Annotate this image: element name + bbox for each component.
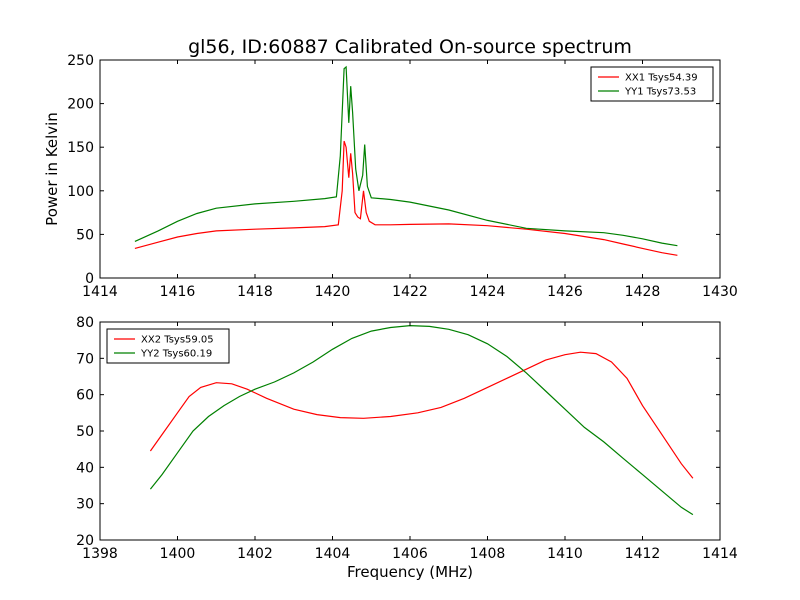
top-y-axis-label: Power in Kelvin — [43, 112, 61, 226]
bottom-y-tick-label: 60 — [76, 388, 94, 404]
top-y-tick-label: 50 — [76, 227, 94, 243]
bottom-y-tick-label: 80 — [76, 315, 94, 331]
bottom-y-tick-label: 40 — [76, 460, 94, 476]
bottom-legend-label: YY2 Tsys60.19 — [140, 349, 212, 360]
bottom-x-tick-label: 1404 — [315, 546, 351, 562]
bottom-x-tick-label: 1410 — [547, 546, 583, 562]
top-x-tick-label: 1430 — [702, 284, 738, 300]
top-legend-label: XX1 Tsys54.39 — [625, 73, 698, 84]
top-legend-label: YY1 Tsys73.53 — [624, 87, 696, 98]
top-series-line-1 — [134, 140, 678, 256]
top-x-tick-label: 1422 — [392, 284, 428, 300]
bottom-x-axis-label: Frequency (MHz) — [347, 563, 473, 581]
bottom-legend — [106, 328, 230, 364]
bottom-chart-panel: 1398 1400 1402 1404 1406 1408 1410 1412 1414 20 30… — [76, 315, 738, 562]
bottom-x-tick-label: 1408 — [470, 546, 506, 562]
bottom-legend-label: XX2 Tsys59.05 — [141, 335, 214, 346]
top-y-tick-label: 150 — [67, 140, 94, 156]
bottom-x-tick-label: 1414 — [702, 546, 738, 562]
bottom-x-tick-label: 1400 — [160, 546, 196, 562]
top-legend — [590, 66, 714, 102]
bottom-x-tick-label: 1412 — [625, 546, 661, 562]
top-chart-panel: 1414 1416 1418 1420 1422 1424 1426 1428 1430 0 50 1… — [67, 53, 738, 300]
top-x-tick-label: 1418 — [237, 284, 273, 300]
top-x-tick-label: 1426 — [547, 284, 583, 300]
top-x-tick-label: 1416 — [160, 284, 196, 300]
top-y-tick-label: 200 — [67, 97, 94, 113]
bottom-y-tick-label: 70 — [76, 351, 94, 367]
bottom-y-tick-label: 30 — [76, 497, 94, 513]
top-x-tick-label: 1420 — [315, 284, 351, 300]
top-x-tick-label: 1424 — [470, 284, 506, 300]
chart-title: gl56, ID:60887 Calibrated On-source spec… — [188, 36, 632, 58]
top-x-tick-label: 1414 — [82, 284, 118, 300]
bottom-x-tick-label: 1406 — [392, 546, 428, 562]
top-y-tick-label: 250 — [67, 53, 94, 69]
bottom-series-line-1 — [149, 351, 694, 479]
bottom-x-tick-label: 1402 — [237, 546, 273, 562]
top-y-tick-label: 100 — [67, 184, 94, 200]
bottom-x-tick-label: 1398 — [82, 546, 118, 562]
top-series-line-2 — [134, 65, 678, 247]
bottom-y-tick-label: 20 — [76, 533, 94, 549]
bottom-y-tick-label: 50 — [76, 424, 94, 440]
top-y-tick-label: 0 — [85, 271, 94, 287]
top-x-tick-label: 1428 — [625, 284, 661, 300]
